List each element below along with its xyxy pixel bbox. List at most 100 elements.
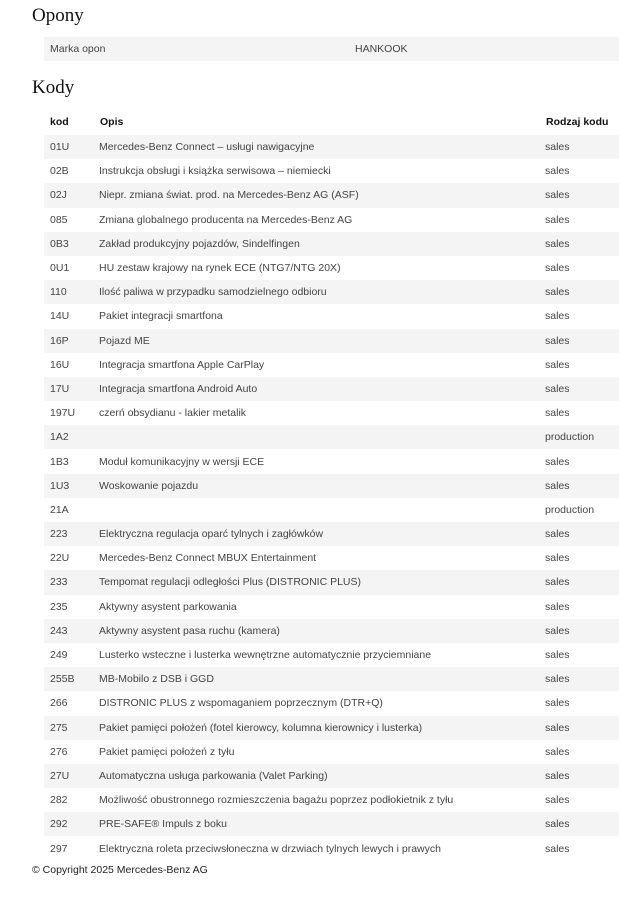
cell-code: 233 — [50, 576, 68, 589]
cell-code: 292 — [50, 818, 68, 831]
cell-code: 249 — [50, 649, 68, 662]
cell-code: 17U — [50, 382, 70, 395]
section-title-opony: Opony — [32, 5, 84, 26]
cell-type: sales — [545, 624, 570, 637]
cell-description: Mercedes-Benz Connect – usługi nawigacyj… — [99, 141, 315, 154]
cell-type: sales — [545, 528, 570, 541]
table-row: 282 Możliwość obustronnego rozmieszczenia… — [44, 788, 619, 812]
cell-code: 1B3 — [50, 455, 69, 468]
cell-description: Pakiet pamięci położeń z tyłu — [99, 745, 235, 758]
cell-description — [99, 498, 545, 522]
table-row: 1B3 Moduł komunikacyjny w wersji ECE sales — [44, 449, 619, 473]
cell-description: Moduł komunikacyjny w wersji ECE — [99, 455, 265, 468]
table-row: 02J Niepr. zmiana świat. prod. na Mercede… — [44, 183, 619, 208]
table-row: 223 Elektryczna regulacja oparć tylnych i… — [44, 522, 619, 547]
cell-code: 266 — [50, 697, 68, 710]
cell-type: sales — [545, 721, 570, 734]
cell-type: sales — [545, 237, 570, 250]
cell-code: 235 — [50, 600, 68, 613]
cell-description: czerń obsydianu - lakier metalik — [99, 407, 247, 420]
cell-description: Integracja smartfona Apple CarPlay — [99, 358, 265, 371]
cell-type: production — [545, 503, 595, 516]
table-row: 243 Aktywny asystent pasa ruchu (kamera) s… — [44, 618, 619, 643]
cell-type: sales — [545, 189, 570, 202]
cell-type: sales — [545, 769, 570, 782]
table-row: 0U1 HU zestaw krajowy na rynek ECE (NTG7/… — [44, 256, 619, 280]
table-row: 17U Integracja smartfona Android Auto sale… — [44, 376, 619, 402]
cell-description: Automatyczna usługa parkowania (Valet Pa… — [99, 769, 328, 782]
cell-type: sales — [545, 794, 570, 807]
table-row: 16U Integracja smartfona Apple CarPlay sal… — [44, 353, 619, 377]
cell-code: 197U — [50, 407, 76, 420]
cell-type: sales — [545, 165, 570, 178]
copyright: © Copyright 2025 Mercedes-Benz AG — [32, 864, 208, 876]
table-row: 297 Elektryczna roleta przeciwsłoneczna w… — [44, 836, 619, 860]
table-row: 22U Mercedes-Benz Connect MBUX Entertainm… — [44, 546, 619, 570]
cell-type: sales — [545, 262, 570, 275]
table-row: 110 Ilość paliwa w przypadku samodzielneg… — [44, 280, 619, 305]
header-rodzaj: Rodzaj kodu — [546, 116, 609, 128]
cell-type: sales — [545, 455, 570, 468]
cell-code: 1A2 — [50, 431, 69, 444]
cell-code: 282 — [50, 794, 68, 807]
cell-type: sales — [545, 310, 570, 323]
cell-type: sales — [545, 600, 570, 613]
table-row: 276 Pakiet pamięci położeń z tyłu sales — [44, 740, 619, 764]
cell-type: sales — [545, 334, 570, 347]
cell-type: sales — [545, 745, 570, 758]
cell-code: 22U — [50, 552, 70, 565]
cell-description: Niepr. zmiana świat. prod. na Mercedes-B… — [99, 189, 359, 202]
cell-code: 276 — [50, 745, 68, 758]
cell-type: sales — [545, 552, 570, 565]
cell-description: Lusterko wsteczne i lusterka wewnętrzne … — [99, 649, 432, 662]
cell-code: 0U1 — [50, 262, 70, 275]
cell-description: Zakład produkcyjny pojazdów, Sindelfinge… — [99, 237, 300, 250]
cell-code: 16P — [50, 334, 69, 347]
cell-code: 243 — [50, 624, 68, 637]
cell-type: sales — [545, 358, 570, 371]
tire-brand-value: HANKOOK — [355, 43, 408, 55]
header-kod: kod — [50, 116, 69, 128]
table-row: 16P Pojazd ME sales — [44, 328, 619, 353]
cell-description: Zmiana globalnego producenta na Mercedes… — [99, 213, 353, 226]
table-row: 266 DISTRONIC PLUS z wspomaganiem poprzec… — [44, 691, 619, 715]
section-title-kody: Kody — [32, 77, 75, 98]
tire-brand-row: Marka opon HANKOOK — [44, 37, 619, 61]
cell-code: 01U — [50, 141, 70, 154]
cell-code: 110 — [50, 286, 67, 299]
cell-type: sales — [545, 286, 570, 299]
cell-code: 02J — [50, 189, 67, 202]
table-row: 233 Tempomat regulacji odległości Plus (D… — [44, 570, 619, 595]
cell-type: sales — [545, 407, 570, 420]
cell-type: sales — [545, 818, 570, 831]
cell-description: Integracja smartfona Android Auto — [99, 382, 258, 395]
cell-code: 02B — [50, 165, 69, 178]
cell-description: Pojazd ME — [99, 334, 150, 347]
cell-type: sales — [545, 141, 570, 154]
cell-code: 16U — [50, 358, 70, 371]
cell-description: Możliwość obustronnego rozmieszczenia ba… — [99, 794, 454, 807]
cell-description: Pakiet pamięci położeń (fotel kierowcy, … — [99, 721, 423, 734]
table-row: 085 Zmiana globalnego producenta na Merce… — [44, 208, 619, 232]
table-row: 1U3 Woskowanie pojazdu sales — [44, 473, 619, 498]
header-opis: Opis — [100, 116, 124, 128]
cell-code: 0B3 — [50, 237, 69, 250]
table-row: 14U Pakiet integracji smartfona sales — [44, 304, 619, 328]
cell-type: sales — [545, 382, 570, 395]
table-row: 02B Instrukcja obsługi i książka serwisow… — [44, 159, 619, 183]
cell-type: sales — [545, 673, 570, 686]
table-row: 275 Pakiet pamięci położeń (fotel kierowc… — [44, 715, 619, 740]
table-row: 292 PRE-SAFE® Impuls z boku sales — [44, 812, 619, 837]
cell-description: MB-Mobilo z DSB i GGD — [99, 673, 214, 686]
table-row: 27U Automatyczna usługa parkowania (Valet… — [44, 763, 619, 789]
cell-description: Elektryczna roleta przeciwsłoneczna w dr… — [99, 842, 441, 855]
table-row: 01U Mercedes-Benz Connect – usługi nawiga… — [44, 135, 619, 160]
table-row: 255B MB-Mobilo z DSB i GGD sales — [44, 667, 619, 692]
cell-description — [99, 425, 545, 449]
cell-description: Mercedes-Benz Connect MBUX Entertainment — [99, 552, 317, 565]
cell-code: 223 — [50, 528, 68, 541]
codes-table: kod Opis Rodzaj kodu 01U Mercedes-Benz Co… — [44, 109, 619, 861]
cell-code: 27U — [50, 769, 70, 782]
table-header: kod Opis Rodzaj kodu — [44, 109, 619, 135]
cell-description: Woskowanie pojazdu — [99, 479, 199, 492]
